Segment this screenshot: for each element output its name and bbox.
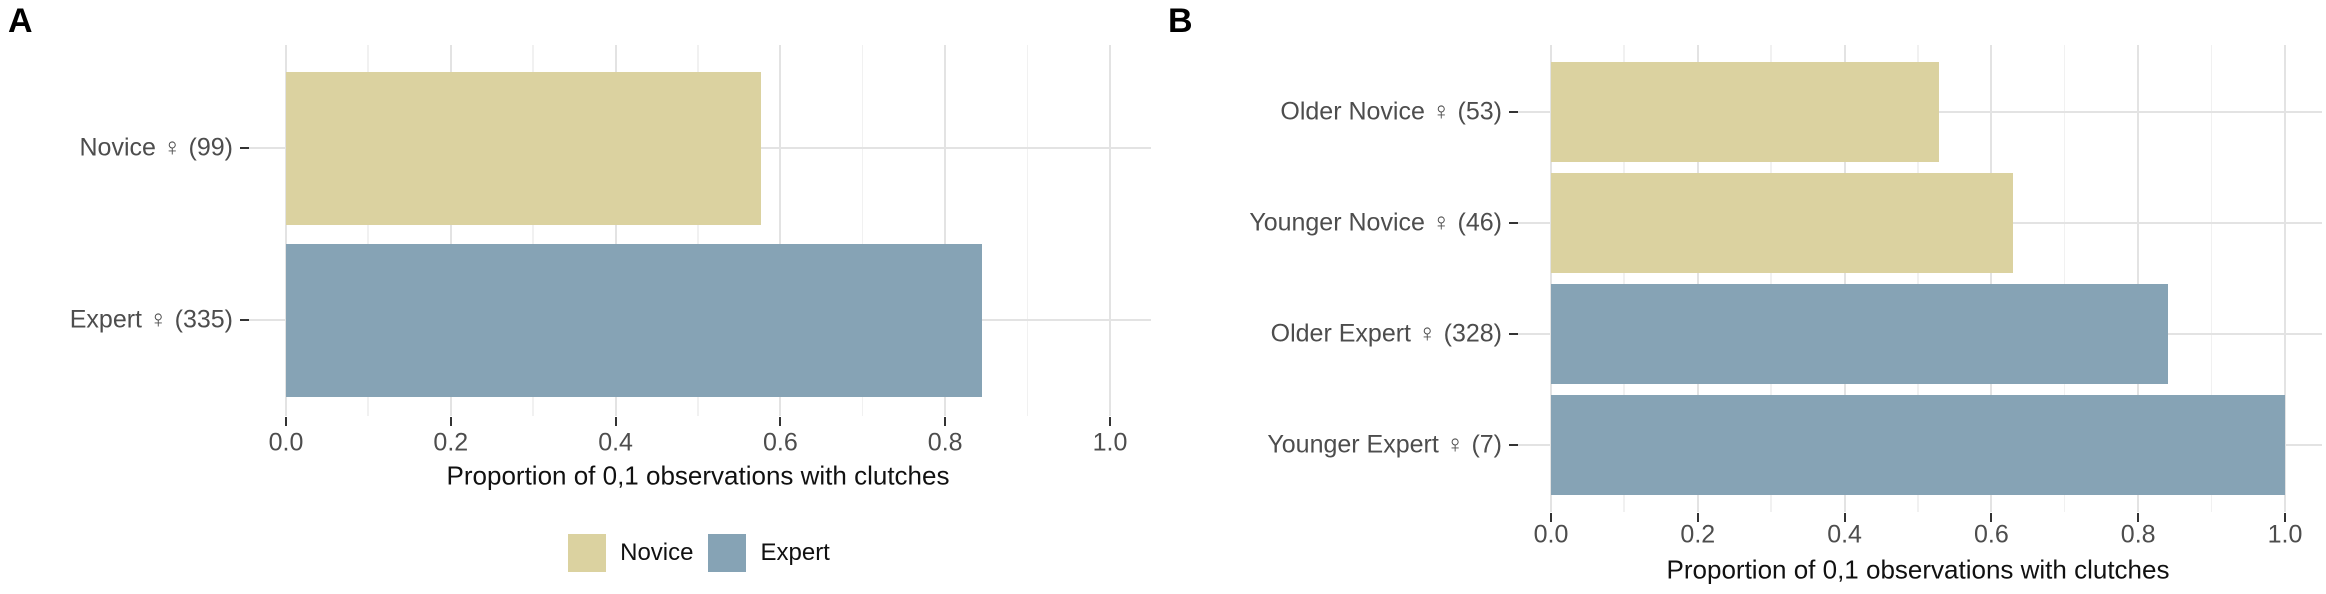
legend-label: Expert <box>760 539 830 566</box>
legend-swatch-novice <box>568 534 607 572</box>
category-label: Novice ♀ (99) <box>79 133 233 162</box>
x-tick-label: 0.4 <box>598 428 633 457</box>
gridline-major-x <box>1843 45 1846 512</box>
gridline-major-x <box>449 45 452 416</box>
gridline-major-x <box>1696 45 1699 512</box>
x-tick-label: 0.2 <box>433 428 469 457</box>
y-axis-tick <box>240 147 249 149</box>
x-tick-label: 0.4 <box>1827 520 1862 549</box>
panel-letter-b: B <box>1168 2 1193 40</box>
x-axis-title: Proportion of 0,1 observations with clut… <box>446 460 950 491</box>
x-axis-tick <box>1109 417 1111 426</box>
x-axis-tick <box>1843 513 1846 522</box>
x-axis-tick <box>2284 513 2286 522</box>
x-axis-tick <box>1990 513 1993 522</box>
gridline-major-x <box>285 45 287 416</box>
x-tick-label: 1.0 <box>1092 428 1128 457</box>
gridline-major-x <box>614 45 617 416</box>
gridline-minor-x <box>1623 45 1625 512</box>
bar-novice-0 <box>1551 62 1939 162</box>
x-axis-tick <box>285 417 287 426</box>
category-label: Older Novice ♀ (53) <box>1280 97 1502 126</box>
bar-expert-3 <box>1551 395 2285 495</box>
bar-novice-0 <box>286 71 761 225</box>
x-tick-label: 0.6 <box>1974 520 2009 549</box>
x-axis-tick <box>1696 513 1699 522</box>
gridline-minor-x <box>1026 45 1029 416</box>
bar-novice-1 <box>1551 173 2014 273</box>
panel-letter-a: A <box>8 2 33 40</box>
x-tick-label: 0.6 <box>763 428 798 457</box>
category-label: Younger Expert ♀ (7) <box>1267 430 1502 459</box>
bar-expert-1 <box>286 243 983 397</box>
gridline-minor-x <box>1917 45 1919 512</box>
legend-item-novice: Novice <box>568 534 693 572</box>
y-axis-tick <box>1509 111 1518 113</box>
x-axis-tick <box>614 417 617 426</box>
gridline-major-x <box>2284 45 2286 512</box>
gridline-major-x <box>1990 45 1993 512</box>
gridline-minor-x <box>697 45 699 416</box>
gridline-minor-x <box>2063 45 2066 512</box>
y-axis-tick <box>1509 222 1518 224</box>
bar-expert-2 <box>1551 284 2169 384</box>
gridline-minor-x <box>2210 45 2213 512</box>
x-tick-label: 0.2 <box>1680 520 1716 549</box>
x-axis-tick <box>779 417 782 426</box>
gridline-minor-x <box>861 45 864 416</box>
x-tick-label: 0.0 <box>1533 520 1569 549</box>
x-tick-label: 1.0 <box>2267 520 2303 549</box>
x-tick-label: 0.8 <box>927 428 963 457</box>
legend-item-expert: Expert <box>708 534 830 572</box>
legend-label: Novice <box>620 539 694 566</box>
category-label: Expert ♀ (335) <box>69 305 233 334</box>
x-tick-label: 0.8 <box>2120 520 2156 549</box>
gridline-major-x <box>779 45 782 416</box>
x-tick-label: 0.0 <box>268 428 304 457</box>
gridline-minor-x <box>532 45 534 416</box>
category-label: Younger Novice ♀ (46) <box>1249 208 1502 237</box>
gridline-major-x <box>1550 45 1552 512</box>
gridline-major-x <box>1109 45 1111 416</box>
x-axis-title: Proportion of 0,1 observations with clut… <box>1666 554 2170 585</box>
gridline-minor-x <box>367 45 369 416</box>
y-axis-tick <box>1509 333 1518 335</box>
legend: Novice Expert <box>459 533 939 573</box>
category-label: Older Expert ♀ (328) <box>1270 319 1502 348</box>
legend-swatch-expert <box>708 534 747 572</box>
y-axis-tick <box>240 319 249 321</box>
gridline-major-x <box>2137 45 2140 512</box>
gridline-minor-x <box>1770 45 1772 512</box>
x-axis-tick <box>2137 513 2140 522</box>
x-axis-tick <box>944 417 947 426</box>
gridline-major-x <box>944 45 947 416</box>
x-axis-tick <box>1550 513 1552 522</box>
x-axis-tick <box>449 417 452 426</box>
y-axis-tick <box>1509 444 1518 446</box>
